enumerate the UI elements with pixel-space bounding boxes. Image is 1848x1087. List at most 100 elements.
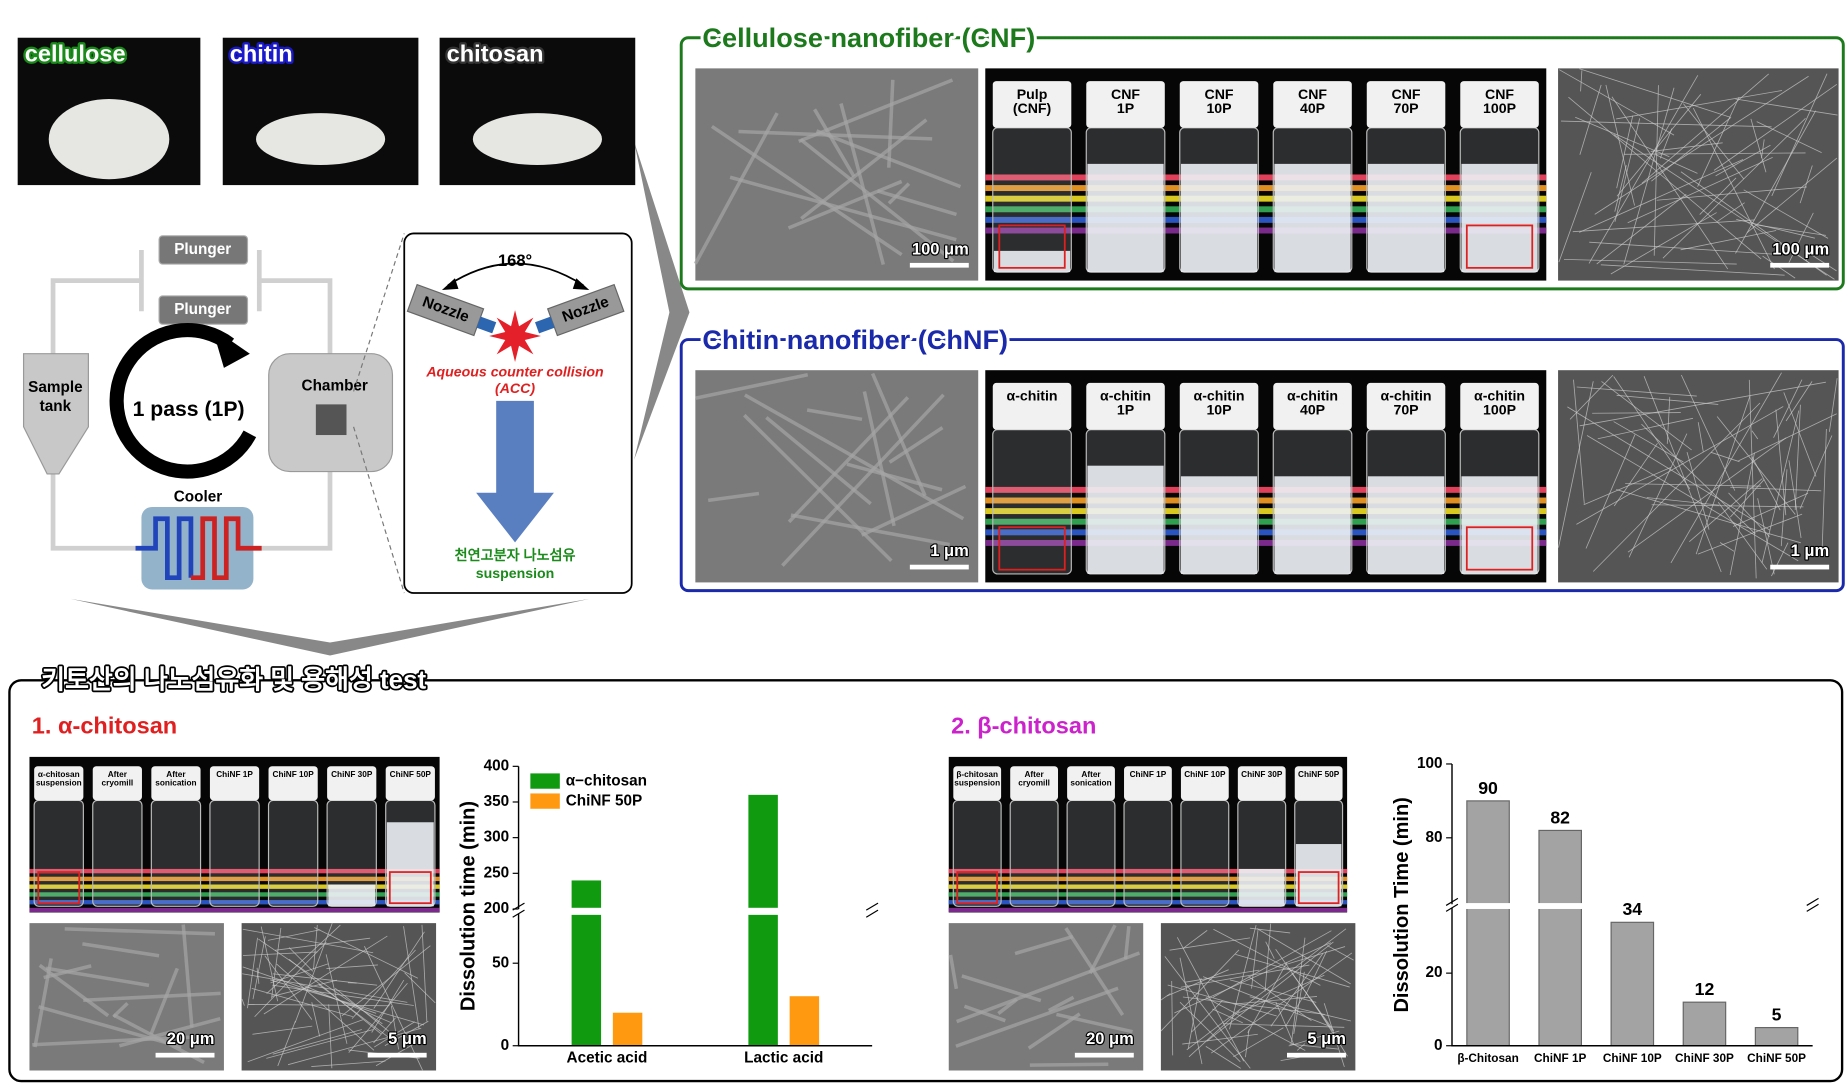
sem-texture	[252, 1025, 313, 1035]
sem-texture	[266, 1029, 373, 1059]
sem-texture	[1289, 1043, 1339, 1050]
angle-label: 168°	[498, 252, 532, 270]
color-band	[948, 900, 1348, 905]
sem-texture	[82, 942, 160, 958]
color-band	[985, 539, 1547, 546]
sem-texture	[1605, 84, 1635, 206]
sem-texture	[1579, 159, 1744, 233]
legend-swatch	[530, 793, 560, 809]
axis-break-gap	[1465, 903, 1511, 909]
color-band	[985, 529, 1547, 536]
sem-texture	[1310, 998, 1348, 1057]
tank-label: tank	[40, 398, 72, 415]
sem-texture	[373, 1017, 396, 1044]
sem-texture	[371, 979, 405, 1033]
vial-label: 70P	[1393, 402, 1418, 418]
sem-texture	[1265, 941, 1275, 959]
sem-texture	[1689, 478, 1763, 543]
sem-texture	[1751, 430, 1759, 440]
vial-cap	[1010, 766, 1059, 801]
vial-content	[328, 884, 376, 907]
sem-texture	[1275, 1001, 1295, 1046]
sem-texture	[242, 928, 374, 954]
color-band	[985, 508, 1547, 515]
sem-texture	[1575, 116, 1670, 158]
scale-bar-label: 100 μm	[912, 240, 969, 258]
vial-label: α-chitin	[1474, 388, 1525, 404]
sem-texture	[297, 982, 392, 1024]
sem-texture	[862, 391, 896, 527]
sem-texture	[887, 79, 895, 168]
vial-label: 1P	[1117, 402, 1134, 418]
color-band	[948, 868, 1348, 874]
sem-texture	[1799, 165, 1813, 204]
vial-glass	[150, 799, 202, 907]
sem-texture	[1187, 978, 1202, 1049]
material-powder	[48, 99, 170, 180]
sem-texture	[860, 484, 967, 537]
sem-texture	[247, 1019, 363, 1063]
vial-cap	[1179, 382, 1259, 430]
sem-texture	[271, 979, 338, 997]
axis-break	[1445, 897, 1459, 912]
sem-texture	[1264, 923, 1272, 992]
sem-texture	[1670, 372, 1782, 564]
product-label: suspension	[476, 565, 554, 581]
axis-line	[517, 766, 873, 1047]
sem-texture	[263, 935, 388, 1015]
vial-cap	[327, 766, 377, 801]
inset-marker	[1465, 224, 1534, 269]
axis-break-gap	[747, 907, 780, 915]
sem-texture	[765, 416, 872, 506]
plunger-label: Plunger	[174, 301, 231, 318]
sem-texture	[1616, 94, 1702, 197]
sem-texture	[1180, 964, 1310, 988]
sem-texture	[1743, 189, 1829, 239]
vial-cap	[34, 766, 84, 801]
scale-bar-label: 100 μm	[1772, 240, 1829, 258]
sem-texture	[1611, 96, 1729, 270]
sem-texture	[1182, 1033, 1258, 1045]
sem-texture	[1627, 437, 1787, 553]
sem-texture	[693, 112, 779, 265]
sem-texture	[1206, 941, 1334, 1042]
sem-texture	[260, 926, 279, 1002]
sem-texture	[1623, 152, 1806, 155]
vial-label: α-chitin	[1100, 388, 1151, 404]
sem-texture	[963, 1004, 1006, 1023]
vial-cap	[1180, 766, 1229, 801]
x-tick-label: Lactic acid	[744, 1050, 823, 1067]
sem-texture	[1746, 157, 1838, 234]
sem-texture	[1160, 993, 1171, 1001]
bar	[1754, 1026, 1799, 1047]
sem-texture	[1735, 110, 1817, 254]
panel-title: Chitin nanofiber (ChNF)	[702, 324, 1008, 355]
sem-texture	[1613, 421, 1684, 463]
sem-texture	[274, 937, 371, 951]
vial-cap	[1237, 766, 1286, 801]
y-tick-label: 350	[484, 793, 510, 810]
vial-glass	[1180, 799, 1230, 907]
color-band	[29, 900, 440, 905]
sem-texture	[1288, 1030, 1340, 1047]
sem-texture	[271, 927, 282, 999]
sem-texture	[38, 963, 110, 1018]
vial-label: α-chitin	[1287, 388, 1338, 404]
sem-texture	[1717, 502, 1768, 570]
sem-texture	[1182, 996, 1325, 1015]
bar	[748, 794, 778, 1046]
vial-label: suspension	[36, 778, 82, 787]
x-tick-label: ChiNF 10P	[1603, 1052, 1662, 1065]
sem-texture	[787, 179, 903, 230]
cycle-label: 1 pass (1P)	[133, 398, 245, 421]
sem-texture	[1179, 1001, 1241, 1063]
vial-content	[993, 250, 1071, 273]
inset-marker	[1297, 871, 1340, 905]
sem-texture	[1185, 969, 1260, 983]
sem-texture	[1568, 96, 1762, 260]
sem-texture	[276, 963, 375, 1051]
sem-texture	[1697, 422, 1704, 452]
color-band	[985, 174, 1547, 181]
sem-texture	[267, 929, 321, 941]
angle-arc	[447, 262, 584, 287]
